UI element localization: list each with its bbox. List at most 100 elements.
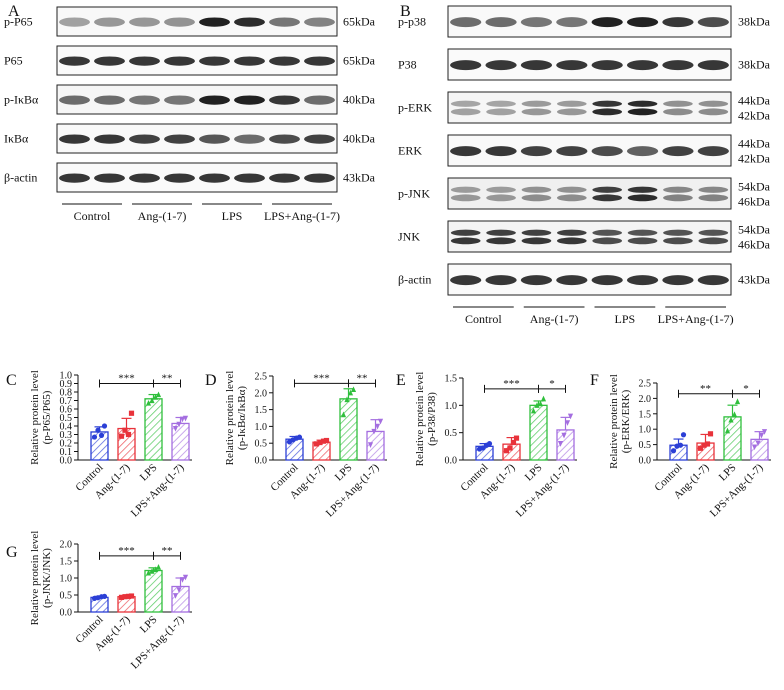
blot-label: IκBα: [4, 132, 29, 146]
blot-band: [627, 194, 658, 202]
blot-band: [521, 186, 552, 193]
panel-letter: C: [6, 372, 17, 389]
blot-band: [485, 146, 517, 157]
blot-band: [486, 186, 516, 193]
data-point: [486, 441, 493, 447]
bar: [144, 398, 163, 461]
data-point: [728, 416, 734, 423]
y-tick-label: 1.0: [60, 371, 73, 382]
blot-box: [447, 177, 732, 210]
blot-band: [556, 100, 587, 107]
y-axis-label: (p-P65/P65): [41, 390, 53, 444]
x-tick-label: LPS: [523, 462, 545, 484]
blot-band: [521, 100, 552, 107]
kda-label: 43kDa: [738, 273, 771, 287]
blot-band: [234, 134, 265, 144]
blot-band: [520, 60, 553, 71]
data-point: [172, 593, 179, 599]
blot-band: [486, 108, 516, 116]
blot-band: [521, 237, 552, 245]
blot-band: [486, 229, 516, 236]
data-point: [350, 386, 357, 393]
data-point: [155, 564, 162, 570]
data-point: [510, 439, 517, 446]
blot-band: [450, 229, 481, 236]
blot-band: [94, 56, 125, 66]
blot-band: [486, 194, 516, 202]
data-point: [371, 428, 377, 435]
y-tick-label: 1.0: [639, 425, 652, 436]
x-tick-label: LPS: [138, 462, 160, 484]
y-tick-label: 0.7: [60, 396, 73, 407]
sig-label: ***: [118, 373, 135, 385]
x-tick-label: LPS: [138, 614, 160, 636]
blot-band: [59, 134, 90, 144]
blot-label: P65: [4, 54, 23, 68]
blot-band: [269, 95, 300, 105]
panel-letter: B: [400, 3, 411, 20]
blot-row: p-IκBα 40kDa: [4, 84, 376, 115]
sig-label: **: [162, 545, 173, 557]
blot-band: [450, 275, 482, 286]
kda-label: 65kDa: [343, 15, 376, 29]
data-point: [118, 594, 125, 600]
data-point: [367, 442, 374, 448]
panel-letter: F: [590, 372, 599, 389]
kda-label: 40kDa: [343, 93, 376, 107]
y-tick-label: 0.8: [60, 388, 73, 399]
data-point: [172, 425, 179, 432]
data-point: [701, 442, 707, 448]
blot-band: [450, 146, 482, 157]
blot-band: [164, 95, 195, 105]
y-tick-label: 1.0: [445, 401, 458, 412]
blot-band: [59, 95, 90, 105]
sig-label: **: [357, 372, 368, 384]
blot-band: [626, 146, 659, 157]
panel-letter: A: [8, 3, 20, 20]
blot-band: [556, 186, 587, 193]
blot-band: [164, 173, 195, 183]
blot-band: [94, 95, 125, 105]
data-point: [149, 397, 155, 404]
panel-letter: D: [205, 372, 217, 389]
y-tick-label: 0.6: [60, 405, 73, 416]
y-axis-label: (p-IκBα/IκBα): [236, 386, 248, 450]
blot-band: [556, 237, 587, 245]
y-axis-label: Relative protein level: [608, 374, 620, 469]
blot-row: β-actin 43kDa: [4, 162, 376, 193]
y-axis-label: (p-ERK/ERK): [620, 389, 632, 453]
blot-band: [164, 17, 195, 27]
blot-band: [485, 17, 517, 28]
bar: [339, 398, 358, 461]
y-tick-label: 0.5: [639, 440, 652, 451]
data-point: [179, 416, 186, 423]
data-point: [557, 441, 564, 447]
data-point: [296, 434, 303, 440]
blot-box: [447, 220, 732, 253]
bar-chart-e: E 0.0 0.5 1.0 1.5 Relative protein level (p-P3…: [396, 372, 577, 519]
kda-label: 38kDa: [738, 15, 771, 29]
blot-band: [94, 134, 125, 144]
blot-band: [592, 194, 623, 202]
panel-letter: E: [396, 372, 406, 389]
data-point: [670, 448, 677, 454]
blot-band: [698, 237, 729, 245]
y-tick-label: 0.0: [60, 456, 73, 467]
blot-band: [59, 173, 90, 183]
blot-band: [556, 194, 587, 202]
data-point: [176, 421, 182, 428]
data-point: [128, 410, 135, 416]
blot-row: β-actin 43kDa: [398, 263, 771, 296]
kda-label: 46kDa: [738, 195, 771, 209]
blot-band: [520, 17, 553, 28]
blot-band: [129, 56, 160, 66]
blot-band: [450, 194, 481, 202]
data-point: [125, 593, 132, 599]
blot-band: [556, 146, 588, 157]
blot-band: [269, 56, 300, 66]
blot-band: [164, 134, 195, 144]
blot-band: [663, 100, 693, 107]
group-label: Control: [465, 312, 502, 326]
blot-label: p-p38: [398, 15, 426, 29]
